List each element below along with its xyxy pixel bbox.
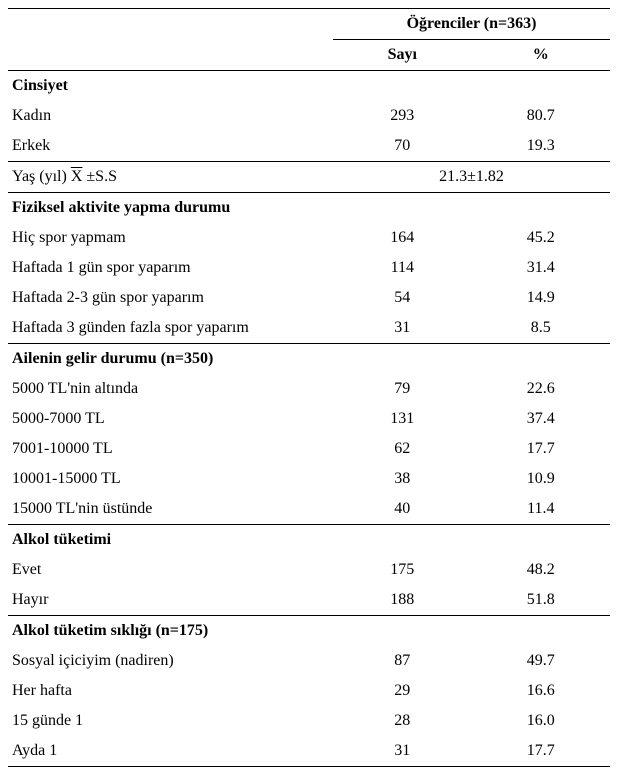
row-count: 293 (333, 101, 471, 131)
table-row: Haftada 2-3 gün spor yaparım 54 14.9 (8, 283, 610, 313)
table-row: Her hafta 29 16.6 (8, 676, 610, 706)
section-alcohol-freq: Alkol tüketim sıklığı (n=175) (8, 616, 610, 647)
row-label: Hiç spor yapmam (8, 223, 333, 253)
row-count: 31 (333, 313, 471, 344)
row-label: Evet (8, 555, 333, 585)
row-count: 87 (333, 646, 471, 676)
row-pct: 45.2 (472, 223, 610, 253)
age-label: Yaş (yıl) X ±S.S (8, 162, 333, 193)
row-label: Sosyal içiciyim (nadiren) (8, 646, 333, 676)
row-label: Haftada 2-3 gün spor yaparım (8, 283, 333, 313)
row-label: Haftada 1 gün spor yaparım (8, 253, 333, 283)
table-row: Erkek 70 19.3 (8, 131, 610, 162)
row-pct: 16.0 (472, 706, 610, 736)
table-row: Kadın 293 80.7 (8, 101, 610, 131)
row-label: 10001-15000 TL (8, 464, 333, 494)
row-pct: 17.7 (472, 736, 610, 767)
row-label: 15 günde 1 (8, 706, 333, 736)
table-row: Haftada 3 günden fazla spor yaparım 31 8… (8, 313, 610, 344)
row-count: 70 (333, 131, 471, 162)
row-pct: 49.7 (472, 646, 610, 676)
row-pct: 17.7 (472, 434, 610, 464)
row-pct: 14.9 (472, 283, 610, 313)
row-count: 31 (333, 736, 471, 767)
row-count: 164 (333, 223, 471, 253)
row-pct: 19.3 (472, 131, 610, 162)
row-pct: 8.5 (472, 313, 610, 344)
row-pct: 80.7 (472, 101, 610, 131)
row-label: Her hafta (8, 676, 333, 706)
row-pct: 37.4 (472, 404, 610, 434)
row-pct: 31.4 (472, 253, 610, 283)
row-label: 5000-7000 TL (8, 404, 333, 434)
table-row: Hayır 188 51.8 (8, 585, 610, 616)
row-label: Kadın (8, 101, 333, 131)
table-row: Sosyal içiciyim (nadiren) 87 49.7 (8, 646, 610, 676)
table-header-main: Öğrenciler (n=363) (333, 9, 610, 40)
table-row: Ayda 1 31 17.7 (8, 736, 610, 767)
row-count: 29 (333, 676, 471, 706)
row-pct: 16.6 (472, 676, 610, 706)
table-row: 7001-10000 TL 62 17.7 (8, 434, 610, 464)
age-row: Yaş (yıl) X ±S.S 21.3±1.82 (8, 162, 610, 193)
section-income: Ailenin gelir durumu (n=350) (8, 344, 610, 375)
table-row: 5000-7000 TL 131 37.4 (8, 404, 610, 434)
row-label: 5000 TL'nin altında (8, 374, 333, 404)
table-row: Haftada 1 gün spor yaparım 114 31.4 (8, 253, 610, 283)
row-pct: 22.6 (472, 374, 610, 404)
col-header-count: Sayı (333, 40, 471, 71)
table-row: 15 günde 1 28 16.0 (8, 706, 610, 736)
table-row: 15000 TL'nin üstünde 40 11.4 (8, 494, 610, 525)
row-label: Ayda 1 (8, 736, 333, 767)
age-value: 21.3±1.82 (333, 162, 610, 193)
row-count: 54 (333, 283, 471, 313)
row-count: 62 (333, 434, 471, 464)
row-count: 28 (333, 706, 471, 736)
row-count: 131 (333, 404, 471, 434)
row-label: Erkek (8, 131, 333, 162)
row-count: 38 (333, 464, 471, 494)
row-count: 40 (333, 494, 471, 525)
table-row: Evet 175 48.2 (8, 555, 610, 585)
col-header-pct: % (472, 40, 610, 71)
demographics-table: Öğrenciler (n=363) Sayı % Cinsiyet Kadın… (8, 8, 610, 767)
table-row: 10001-15000 TL 38 10.9 (8, 464, 610, 494)
row-count: 188 (333, 585, 471, 616)
row-pct: 48.2 (472, 555, 610, 585)
row-label: 15000 TL'nin üstünde (8, 494, 333, 525)
row-label: Hayır (8, 585, 333, 616)
row-label: Haftada 3 günden fazla spor yaparım (8, 313, 333, 344)
row-count: 79 (333, 374, 471, 404)
row-pct: 10.9 (472, 464, 610, 494)
row-count: 175 (333, 555, 471, 585)
row-pct: 51.8 (472, 585, 610, 616)
table-row: 5000 TL'nin altında 79 22.6 (8, 374, 610, 404)
section-alcohol: Alkol tüketimi (8, 525, 610, 556)
table-row: Hiç spor yapmam 164 45.2 (8, 223, 610, 253)
section-activity: Fiziksel aktivite yapma durumu (8, 193, 610, 224)
section-gender: Cinsiyet (8, 71, 610, 102)
row-label: 7001-10000 TL (8, 434, 333, 464)
row-pct: 11.4 (472, 494, 610, 525)
row-count: 114 (333, 253, 471, 283)
